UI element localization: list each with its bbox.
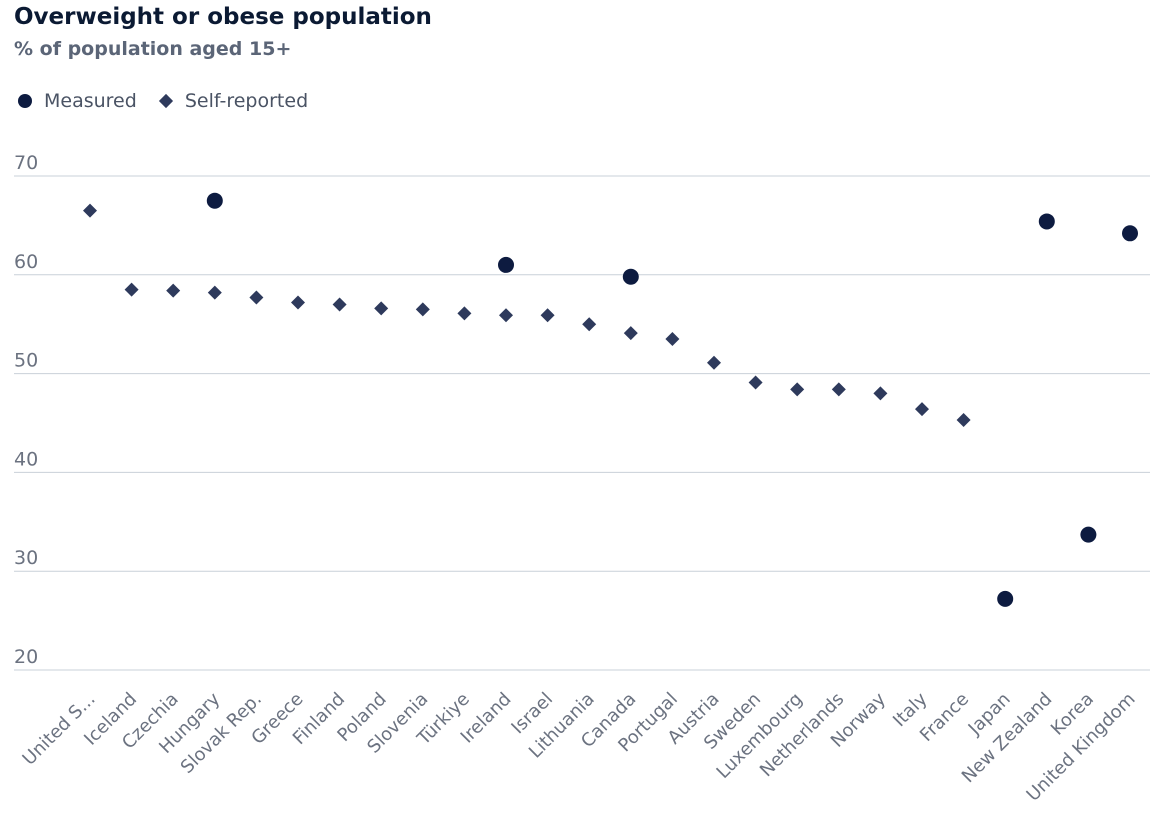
- self-reported-point: [457, 306, 472, 321]
- self-reported-point: [831, 382, 846, 397]
- self-reported-point: [374, 301, 389, 316]
- self-reported-point: [790, 382, 805, 397]
- circle-marker-icon: [18, 94, 32, 108]
- self-reported-point: [499, 308, 513, 323]
- self-reported-point: [915, 402, 929, 417]
- self-reported-point: [623, 326, 638, 341]
- y-tick-label: 30: [14, 547, 38, 569]
- self-reported-point: [415, 302, 430, 317]
- y-tick-label: 40: [14, 448, 38, 470]
- self-reported-point: [332, 297, 347, 312]
- measured-point: [1080, 526, 1097, 543]
- measured-point: [1038, 213, 1055, 230]
- self-reported-point: [956, 413, 971, 428]
- self-reported-point: [249, 290, 264, 305]
- legend-item-self-reported: Self-reported: [158, 90, 309, 112]
- self-reported-point: [873, 386, 888, 401]
- measured-point: [206, 192, 223, 209]
- self-reported-point: [207, 285, 222, 300]
- chart-subtitle: % of population aged 15+: [14, 38, 292, 60]
- y-tick-label: 50: [14, 350, 38, 372]
- measured-point: [622, 268, 639, 285]
- self-reported-point: [748, 375, 763, 390]
- self-reported-point: [707, 355, 721, 370]
- measured-point: [997, 590, 1014, 607]
- self-reported-point: [166, 283, 181, 298]
- measured-point: [1122, 225, 1138, 242]
- legend: Measured Self-reported: [18, 90, 330, 112]
- y-tick-label: 20: [14, 646, 38, 668]
- y-tick-label: 60: [14, 251, 38, 273]
- self-reported-point: [665, 332, 680, 347]
- legend-label-self-reported: Self-reported: [184, 90, 309, 112]
- self-reported-point: [582, 317, 597, 332]
- self-reported-point: [291, 295, 305, 310]
- legend-label-measured: Measured: [44, 90, 137, 112]
- measured-point: [498, 256, 514, 273]
- chart-title: Overweight or obese population: [14, 4, 432, 30]
- self-reported-point: [540, 308, 555, 323]
- self-reported-point: [124, 282, 139, 297]
- self-reported-point: [83, 203, 97, 218]
- y-tick-label: 70: [14, 152, 38, 174]
- legend-item-measured: Measured: [18, 90, 137, 112]
